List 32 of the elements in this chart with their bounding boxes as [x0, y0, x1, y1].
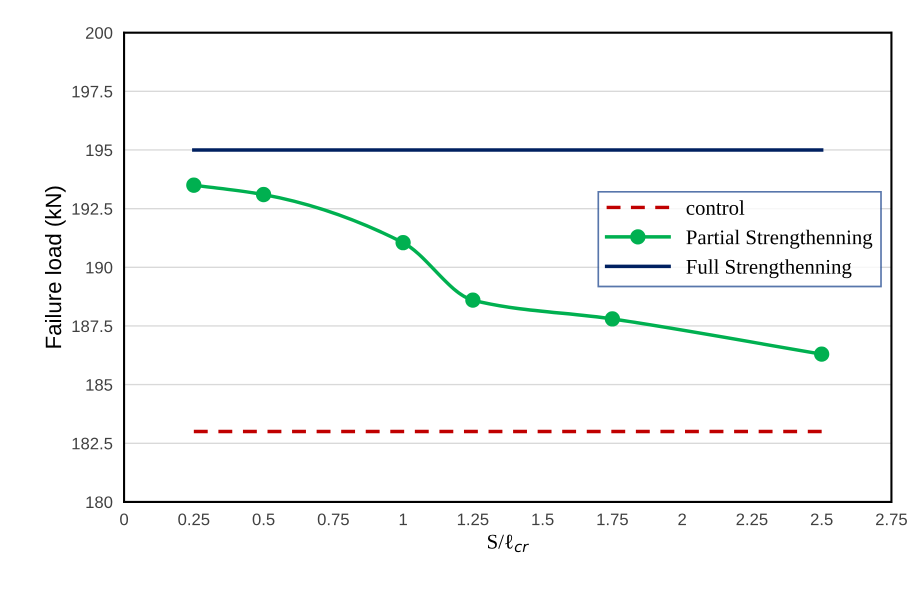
y-tick-label: 187.5 [72, 320, 112, 332]
x-tick-label: 2.75 [876, 513, 907, 526]
point [814, 346, 830, 362]
x-tick-label: 0.75 [318, 513, 349, 526]
x-axis-title: S/ℓ$_{cr}$ [488, 534, 529, 552]
x-tick-label: 1 [400, 514, 407, 526]
y-tick-label: 197.5 [72, 86, 112, 98]
x-tick-label: 2.25 [736, 513, 768, 526]
y-tick-label: 182.5 [72, 438, 112, 450]
x-tick-label: 0 [120, 513, 128, 526]
y-tick-label: 190 [86, 262, 112, 274]
legend-label: control [686, 200, 744, 215]
legend-label: Full Strengthenning [686, 259, 852, 278]
point [256, 186, 272, 202]
x-tick-label: 2.5 [810, 513, 833, 526]
x-tick-label: 1.75 [597, 514, 628, 526]
y-tick-label: 200 [86, 27, 112, 39]
point [395, 235, 411, 250]
y-axis-title: Failure load (kN) [44, 186, 66, 348]
x-tick-label: 1.5 [532, 514, 554, 526]
x-tick-label: 1.25 [458, 513, 488, 526]
x-tick-label: 2 [678, 513, 686, 526]
point [604, 311, 620, 327]
x-tick-label: 0.5 [252, 513, 274, 526]
y-tick-label: 185 [86, 379, 112, 391]
point [186, 178, 202, 193]
y-tick-label: 180 [86, 496, 112, 508]
legend-label: Partial Strengthenning [686, 230, 872, 249]
y-tick-label: 195 [86, 144, 112, 156]
x-tick-label: 0.25 [178, 513, 210, 526]
y-tick-label: 192.5 [72, 203, 112, 215]
point [465, 292, 481, 308]
